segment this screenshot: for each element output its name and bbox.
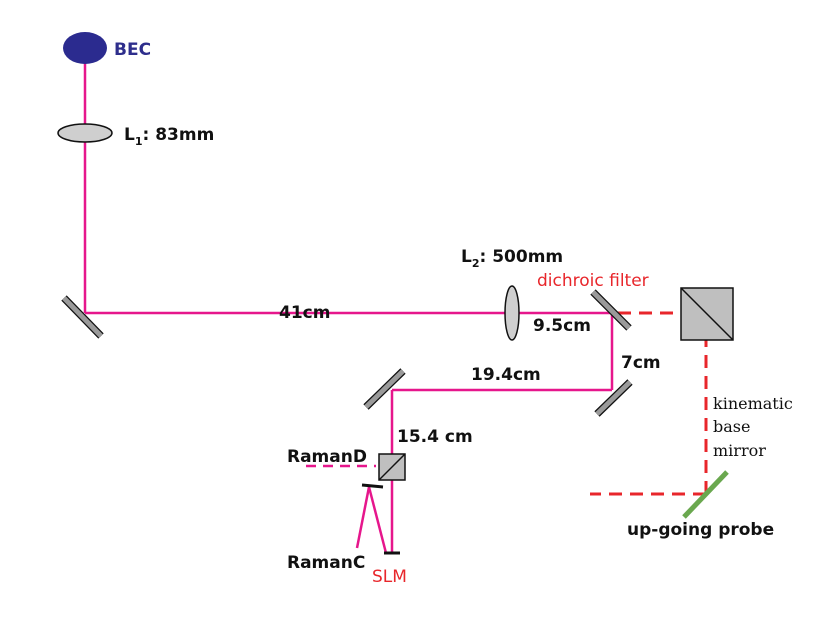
beam-raman-c-right (367, 486, 388, 554)
kinematic-label-line3: mirror (713, 441, 766, 460)
mirror-bottom-left-face (62, 296, 103, 338)
beam-splitter-large (680, 287, 734, 341)
kinematic-base-mirror (682, 470, 729, 519)
beam-splitter-small (378, 453, 406, 481)
dichroic-filter-face (591, 290, 631, 330)
distance-9-5cm-label: 9.5cm (533, 316, 591, 336)
raman-mirror (361, 483, 384, 489)
raman-d-label: RamanD (287, 447, 367, 467)
l2-label: L2: 500mm (461, 247, 563, 270)
beam-raman-c-left (355, 486, 371, 549)
distance-19-4cm-label: 19.4cm (471, 365, 541, 385)
distance-41cm-label: 41cm (279, 303, 330, 323)
slm-label: SLM (372, 567, 407, 587)
up-going-probe-label: up-going probe (627, 520, 774, 540)
dichroic-filter-label: dichroic filter (537, 271, 649, 291)
mirror-7cm-face (595, 380, 632, 416)
mirror-19-4cm-face (364, 369, 405, 409)
kinematic-label-line1: kinematic (713, 394, 793, 413)
distance-7cm-label: 7cm (621, 353, 661, 373)
lens-l2 (504, 285, 520, 341)
bec-cloud (63, 32, 107, 64)
distance-15-4cm-label: 15.4 cm (397, 427, 473, 447)
raman-c-label: RamanC (287, 553, 365, 573)
lens-l1 (57, 123, 113, 143)
bec-label: BEC (114, 40, 151, 60)
kinematic-label-line2: base (713, 417, 750, 436)
l1-label: L1: 83mm (124, 125, 214, 148)
